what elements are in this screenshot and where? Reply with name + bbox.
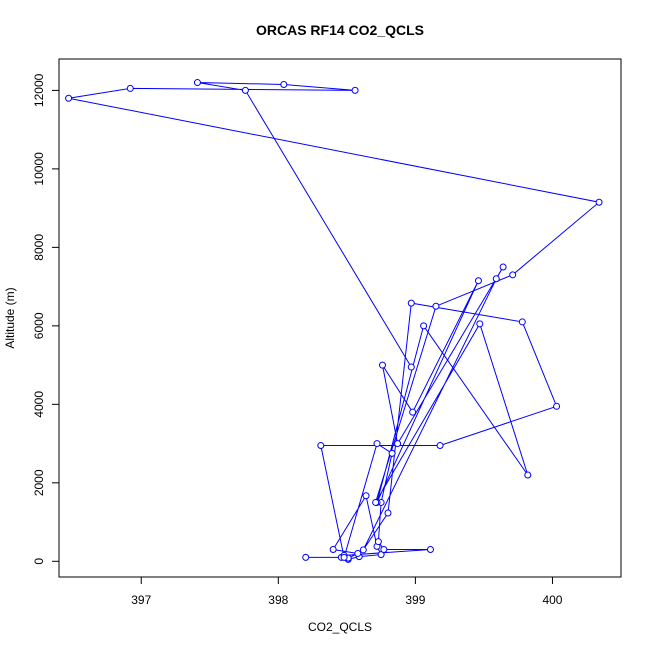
data-point bbox=[518, 318, 526, 326]
data-point bbox=[302, 553, 310, 561]
data-point bbox=[474, 277, 482, 285]
data-point bbox=[372, 498, 380, 506]
data-point bbox=[329, 546, 337, 554]
y-tick-label: 0 bbox=[32, 558, 46, 565]
y-tick-label: 4000 bbox=[32, 391, 46, 418]
data-point bbox=[407, 299, 415, 307]
data-point bbox=[388, 449, 396, 457]
y-axis-label: Altitude (m) bbox=[3, 287, 17, 348]
data-point bbox=[317, 442, 325, 450]
data-point bbox=[380, 546, 388, 554]
data-point bbox=[126, 84, 134, 92]
data-point bbox=[351, 86, 359, 94]
x-tick-label: 397 bbox=[131, 593, 151, 607]
data-point bbox=[340, 553, 348, 561]
plot-frame bbox=[58, 58, 622, 578]
data-point bbox=[436, 442, 444, 450]
y-tick-label: 2000 bbox=[32, 469, 46, 496]
data-point bbox=[409, 408, 417, 416]
data-point bbox=[595, 198, 603, 206]
series-points bbox=[65, 79, 603, 563]
x-tick-label: 398 bbox=[268, 593, 288, 607]
data-point bbox=[354, 549, 362, 557]
x-axis-label: CO2_QCLS bbox=[308, 620, 372, 634]
data-point bbox=[407, 363, 415, 371]
data-point bbox=[553, 402, 561, 410]
data-point bbox=[65, 94, 73, 102]
y-tick-label: 10000 bbox=[32, 152, 46, 186]
data-point bbox=[509, 271, 517, 279]
data-point bbox=[476, 320, 484, 328]
data-point bbox=[362, 492, 370, 500]
data-point bbox=[359, 546, 367, 554]
y-axis: 0 2000 4000 6000 8000 10000 12000 bbox=[32, 73, 59, 565]
data-point bbox=[373, 440, 381, 448]
x-tick-label: 399 bbox=[405, 593, 425, 607]
x-tick-label: 400 bbox=[542, 593, 562, 607]
x-axis: 397 398 399 400 bbox=[131, 577, 563, 607]
y-tick-label: 12000 bbox=[32, 73, 46, 107]
data-point bbox=[432, 302, 440, 310]
y-tick-label: 8000 bbox=[32, 234, 46, 261]
y-tick-label: 6000 bbox=[32, 312, 46, 339]
data-point bbox=[374, 538, 382, 546]
data-point bbox=[420, 322, 428, 330]
data-point bbox=[378, 361, 386, 369]
series-lines bbox=[68, 82, 601, 560]
data-point bbox=[384, 509, 392, 517]
series-line bbox=[68, 82, 601, 560]
data-point bbox=[193, 79, 201, 87]
data-point bbox=[492, 275, 500, 283]
data-point bbox=[241, 86, 249, 94]
chart-title: ORCAS RF14 CO2_QCLS bbox=[256, 22, 424, 38]
data-point bbox=[499, 263, 507, 271]
data-point bbox=[426, 546, 434, 554]
data-point bbox=[394, 440, 402, 448]
data-point bbox=[280, 81, 288, 89]
data-point bbox=[524, 471, 532, 479]
